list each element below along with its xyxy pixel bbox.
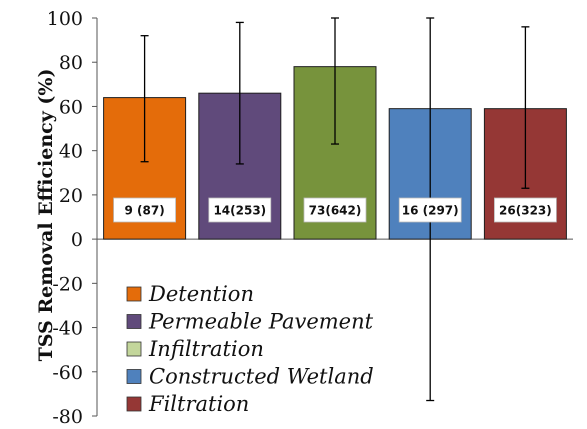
y-tick-label: 40 [59,141,83,163]
legend-label: Constructed Wetland [149,365,374,389]
y-axis-ticks: 100 80 60 40 20 0 -20 -40 -60 -80 [47,8,97,428]
bar-label-box [113,197,176,223]
bar-label: 14(253) [213,204,266,218]
bar-label: 73(642) [309,204,362,218]
bar-label-box [303,197,367,223]
y-tick-label: 100 [47,8,83,30]
y-tick-label: 80 [59,52,83,74]
bar-labels: 9 (87) 14(253) 73(642) 16 (297) 26(323) [113,197,557,223]
y-tick-label: 20 [59,185,83,207]
legend-label: Infiltration [148,337,264,361]
legend-swatch [126,369,142,384]
bar-label-box [398,197,462,223]
legend-swatch [126,396,142,412]
legend-swatch [126,341,142,357]
bar-label: 26(323) [499,204,552,218]
y-tick-label: -40 [52,318,83,340]
legend-label: Detention [148,282,254,306]
y-tick-label: 60 [59,96,83,118]
legend-swatch [126,314,142,329]
bar-label-box [208,197,272,223]
bar-label: 16 (297) [402,204,459,218]
legend-label: Filtration [148,392,249,416]
y-axis-label: TSS Removal Efficiency (%) [35,69,57,362]
y-tick-label: -80 [52,406,83,428]
bar-label: 9 (87) [124,204,164,218]
y-tick-label: -60 [52,362,83,384]
legend-swatch [126,286,142,302]
y-tick-label: -20 [52,273,83,295]
legend: Detention Permeable Pavement Infiltration C… [126,282,374,416]
error-bars [140,17,530,402]
y-tick-label: 0 [71,229,83,251]
bar-label-box [493,197,557,223]
legend-label: Permeable Pavement [148,310,374,334]
